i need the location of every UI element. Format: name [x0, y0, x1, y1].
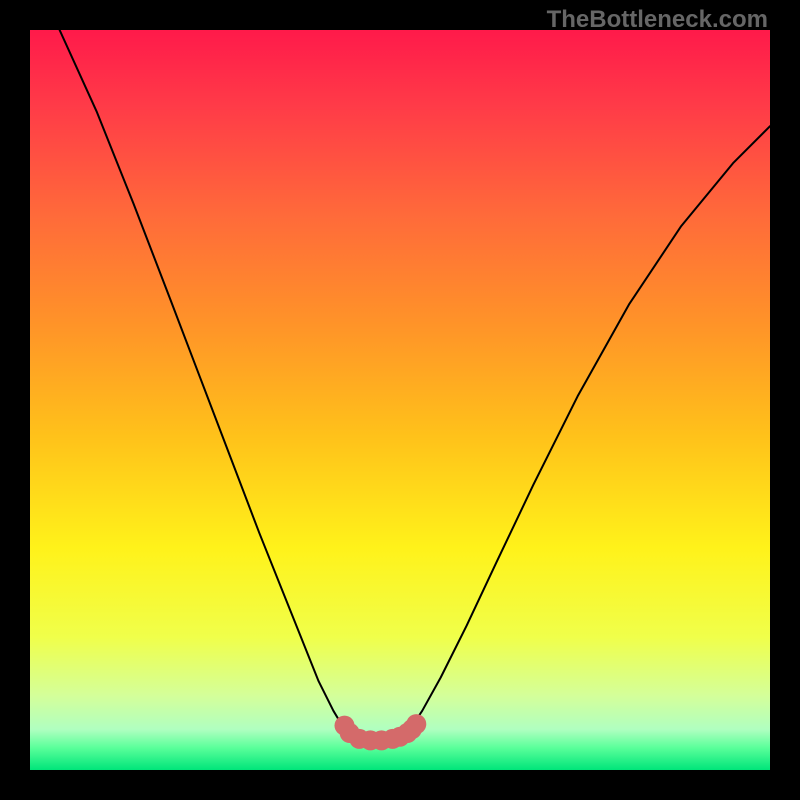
chart-container: TheBottleneck.com	[0, 0, 800, 800]
bottleneck-curve	[60, 30, 770, 739]
curve-layer	[30, 30, 770, 770]
curve-marker	[406, 714, 426, 734]
plot-area	[30, 30, 770, 770]
watermark-text: TheBottleneck.com	[547, 6, 768, 34]
